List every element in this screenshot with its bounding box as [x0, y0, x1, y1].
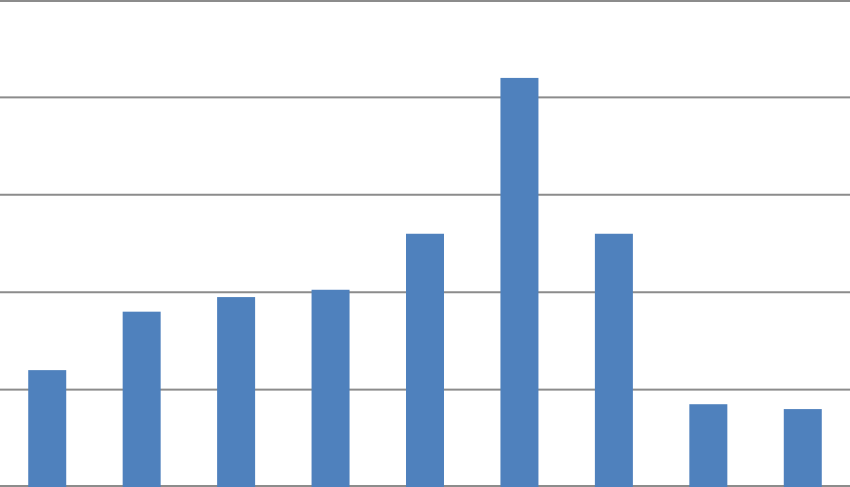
bar-7: [594, 233, 633, 487]
bar-3: [217, 297, 256, 487]
bar-5: [406, 233, 444, 487]
bar-1: [28, 370, 67, 487]
bar-8: [689, 404, 728, 487]
bar-4: [311, 289, 350, 487]
bar-2: [122, 311, 161, 487]
bar-6: [500, 77, 539, 487]
bar-9: [783, 409, 822, 487]
bars: [28, 77, 822, 487]
